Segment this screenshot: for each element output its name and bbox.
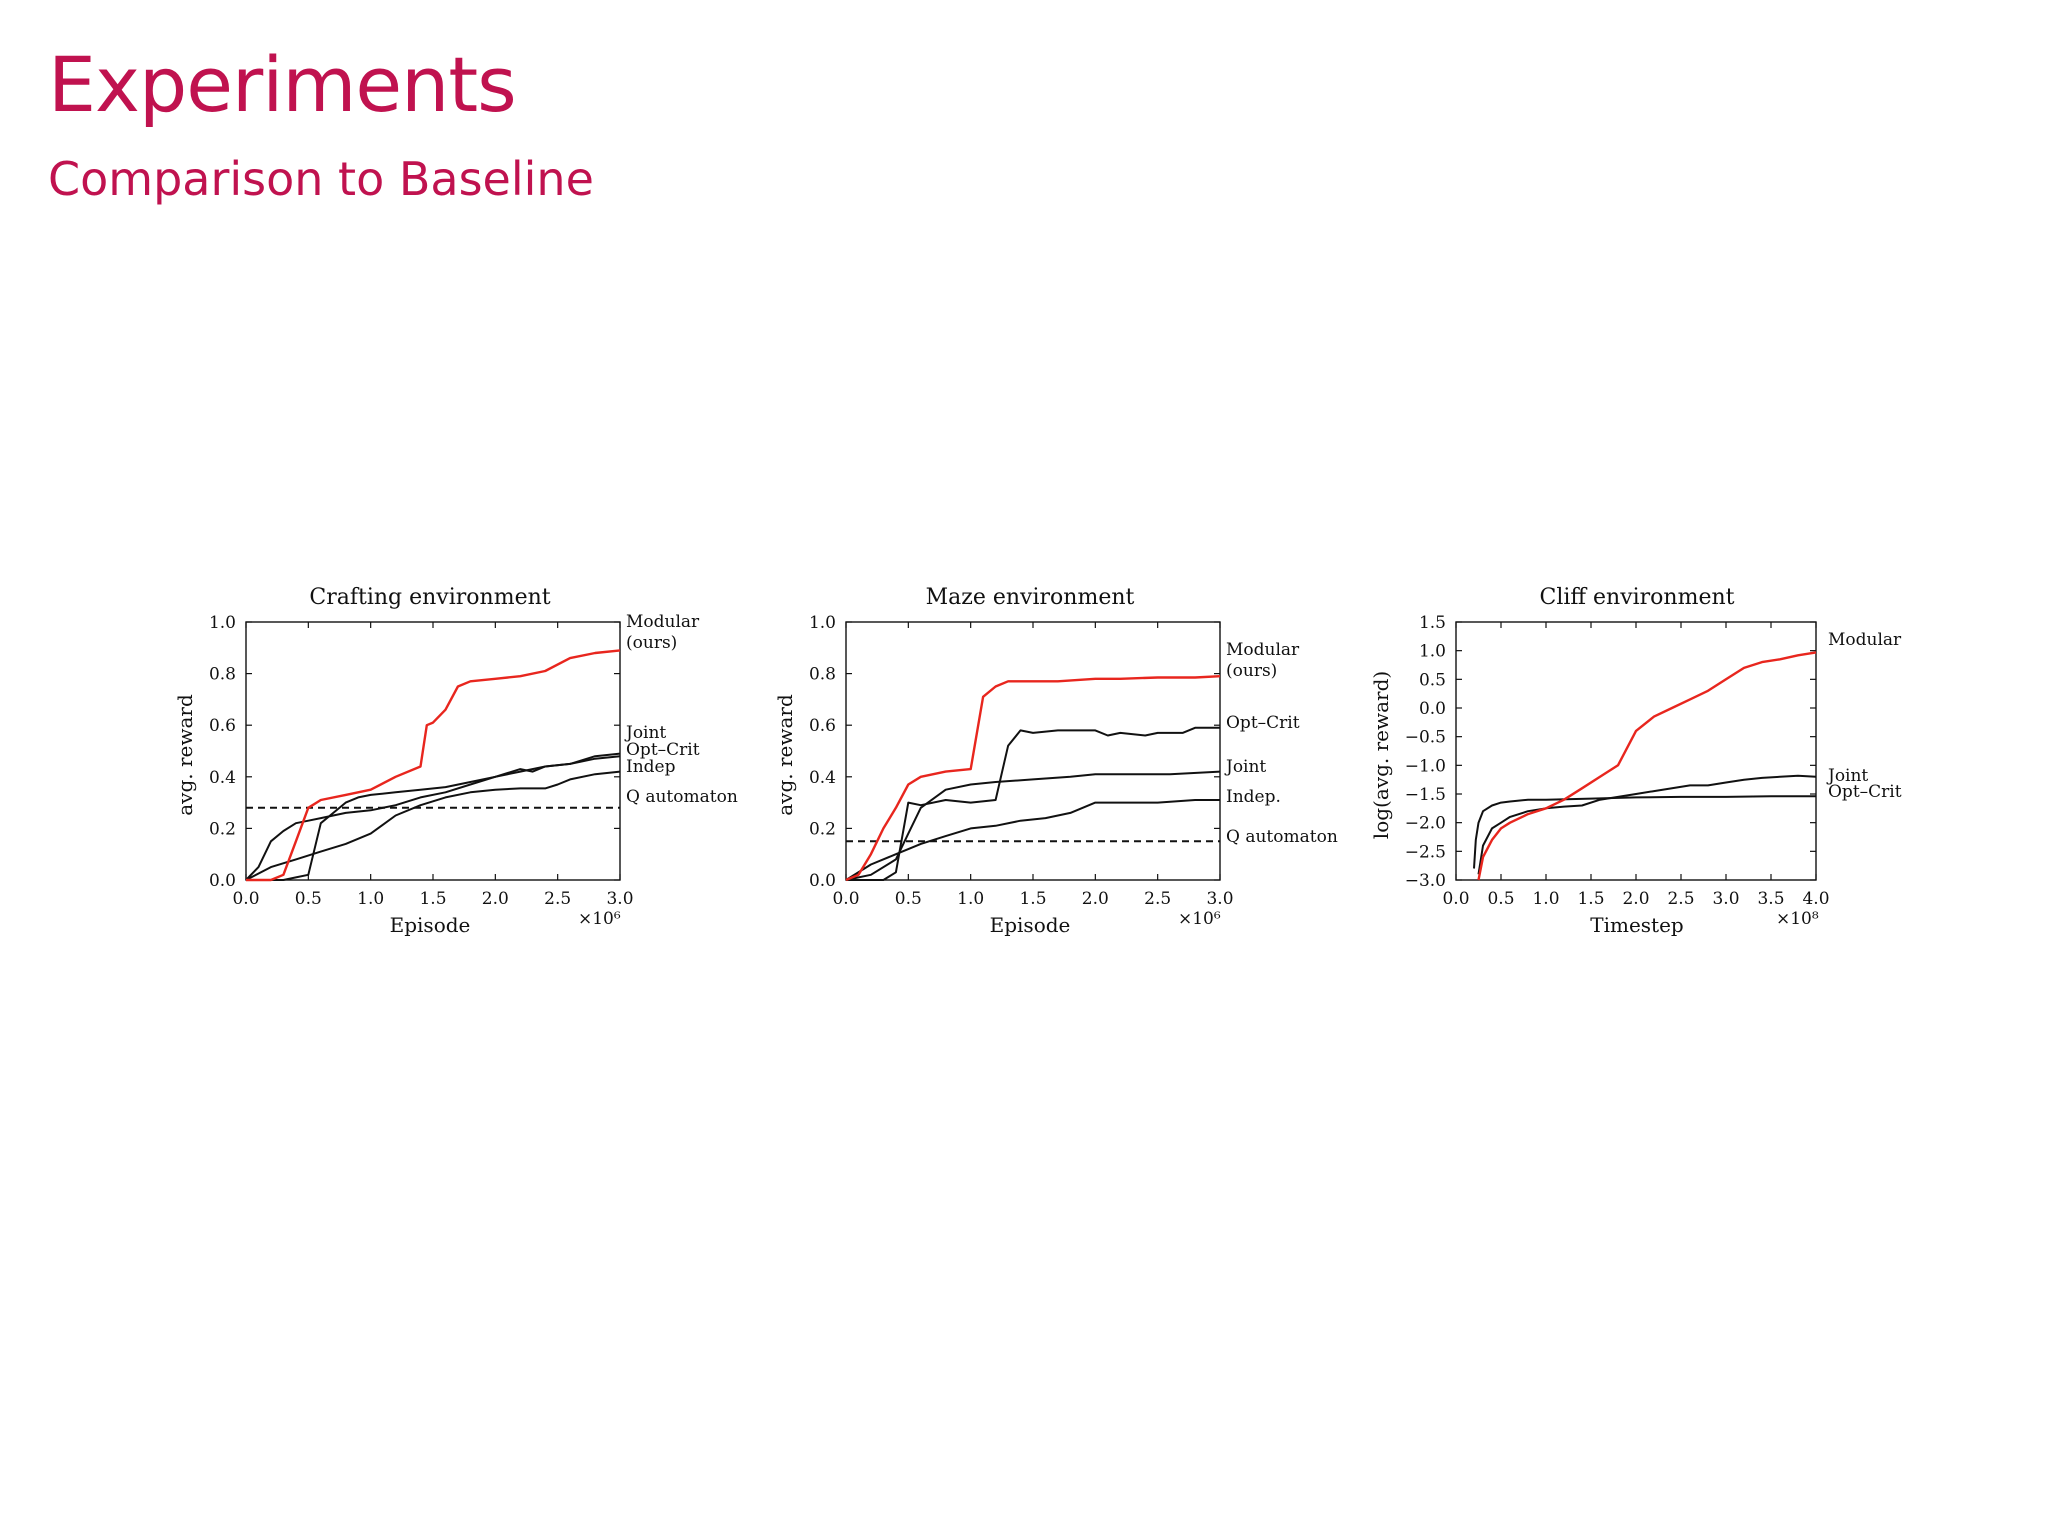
series-line-joint — [245, 755, 621, 881]
series-line-opt-crit — [846, 726, 1220, 881]
plot-frame — [1455, 621, 1817, 881]
cliff-chart: Cliff environment Timestep log(avg. rewa… — [1369, 585, 1902, 937]
x-tick-label: 0.5 — [895, 889, 922, 909]
series-end-label: Q automaton — [1226, 827, 1338, 847]
series-line-opt-crit — [246, 752, 621, 881]
y-tick-label: −3.0 — [1405, 871, 1446, 891]
series-line-opt-crit — [1473, 795, 1816, 869]
y-tick-label: −0.5 — [1405, 728, 1446, 748]
y-axis-label: avg. reward — [173, 694, 197, 816]
y-tick-label: 0.0 — [209, 871, 236, 891]
x-tick-label: 0.0 — [1442, 889, 1469, 909]
x-tick-label: 1.5 — [419, 889, 446, 909]
y-tick-label: 0.0 — [809, 871, 836, 891]
y-tick-label: 0.4 — [809, 768, 836, 788]
crafting-chart: Crafting environment Episode avg. reward… — [173, 585, 738, 937]
series-end-label: Indep. — [1226, 787, 1281, 807]
y-tick-label: 0.0 — [1419, 699, 1446, 719]
y-axis-label: avg. reward — [773, 694, 797, 816]
y-tick-label: 0.8 — [809, 665, 836, 685]
series-end-label: Opt–Crit — [1828, 782, 1902, 802]
y-tick-label: 0.5 — [1419, 670, 1446, 690]
x-tick-label: 1.5 — [1019, 889, 1046, 909]
y-tick-label: −1.5 — [1405, 785, 1446, 805]
x-tick-label: 2.0 — [1622, 889, 1649, 909]
x-tick-label: 1.0 — [957, 889, 984, 909]
series-line-modular-ours — [845, 675, 1221, 882]
x-tick-label: 0.5 — [1487, 889, 1514, 909]
x-tick-label: 2.5 — [544, 889, 571, 909]
x-tick-label: 2.0 — [1082, 889, 1109, 909]
series-line-indep — [845, 799, 1220, 881]
y-tick-label: 0.2 — [209, 819, 236, 839]
x-axis-label: Episode — [390, 913, 471, 937]
maze-chart-panel: Maze environment Episode avg. reward ×10… — [760, 575, 1360, 945]
x-tick-label: 3.5 — [1757, 889, 1784, 909]
x-tick-label: 3.0 — [1206, 889, 1233, 909]
x-tick-label: 2.5 — [1667, 889, 1694, 909]
slide-title: Experiments — [48, 40, 517, 129]
series-end-label: Joint — [1224, 757, 1266, 777]
x-tick-label: 1.5 — [1577, 889, 1604, 909]
series-end-label: Joint — [1826, 766, 1868, 786]
chart-title: Cliff environment — [1539, 585, 1734, 610]
series-line-joint — [1477, 774, 1817, 875]
chart-title: Crafting environment — [309, 585, 550, 610]
y-axis-label: log(avg. reward) — [1369, 671, 1393, 839]
y-tick-label: 0.6 — [209, 716, 236, 736]
y-tick-label: −1.0 — [1405, 756, 1446, 776]
x-tick-label: 0.5 — [295, 889, 322, 909]
series-line-joint — [845, 770, 1221, 881]
x-tick-label: 4.0 — [1802, 889, 1829, 909]
series-end-label: Modular — [1226, 640, 1300, 660]
series-line-indep — [245, 770, 621, 881]
y-tick-label: 1.0 — [1419, 642, 1446, 662]
x-multiplier: ×10⁶ — [578, 909, 621, 929]
series-end-label: Joint — [624, 723, 666, 743]
y-tick-label: 1.0 — [809, 613, 836, 633]
y-tick-label: 0.6 — [809, 716, 836, 736]
x-tick-label: 2.0 — [482, 889, 509, 909]
x-tick-label: 3.0 — [606, 889, 633, 909]
series-end-label: Opt–Crit — [626, 740, 700, 760]
cliff-chart-panel: Cliff environment Timestep log(avg. rewa… — [1360, 575, 1960, 945]
x-tick-label: 2.5 — [1144, 889, 1171, 909]
slide-subtitle: Comparison to Baseline — [48, 152, 594, 206]
series-end-label: Opt–Crit — [1226, 713, 1300, 733]
y-tick-label: 0.2 — [809, 819, 836, 839]
series-end-label: Indep — [626, 757, 676, 777]
x-axis-label: Episode — [990, 913, 1071, 937]
maze-chart: Maze environment Episode avg. reward ×10… — [773, 585, 1338, 937]
series-end-label: (ours) — [626, 633, 677, 653]
x-tick-label: 0.0 — [832, 889, 859, 909]
y-tick-label: 1.5 — [1419, 613, 1446, 633]
x-axis-label: Timestep — [1590, 913, 1683, 937]
x-tick-label: 1.0 — [1532, 889, 1559, 909]
x-tick-label: 1.0 — [357, 889, 384, 909]
series-end-label: Modular — [626, 612, 700, 632]
series-line-modular-ours — [246, 649, 621, 882]
x-multiplier: ×10⁶ — [1178, 909, 1221, 929]
y-tick-label: −2.0 — [1405, 814, 1446, 834]
series-line-modular — [1477, 651, 1817, 881]
y-tick-label: 0.4 — [209, 768, 236, 788]
x-tick-label: 3.0 — [1712, 889, 1739, 909]
crafting-chart-panel: Crafting environment Episode avg. reward… — [160, 575, 760, 945]
x-multiplier: ×10⁸ — [1776, 909, 1819, 929]
series-end-label: Q automaton — [626, 787, 738, 807]
y-tick-label: 0.8 — [209, 665, 236, 685]
y-tick-label: 1.0 — [209, 613, 236, 633]
series-end-label: Modular — [1828, 630, 1902, 650]
series-end-label: (ours) — [1226, 661, 1277, 681]
chart-title: Maze environment — [926, 585, 1135, 610]
y-tick-label: −2.5 — [1405, 842, 1446, 862]
x-tick-label: 0.0 — [232, 889, 259, 909]
